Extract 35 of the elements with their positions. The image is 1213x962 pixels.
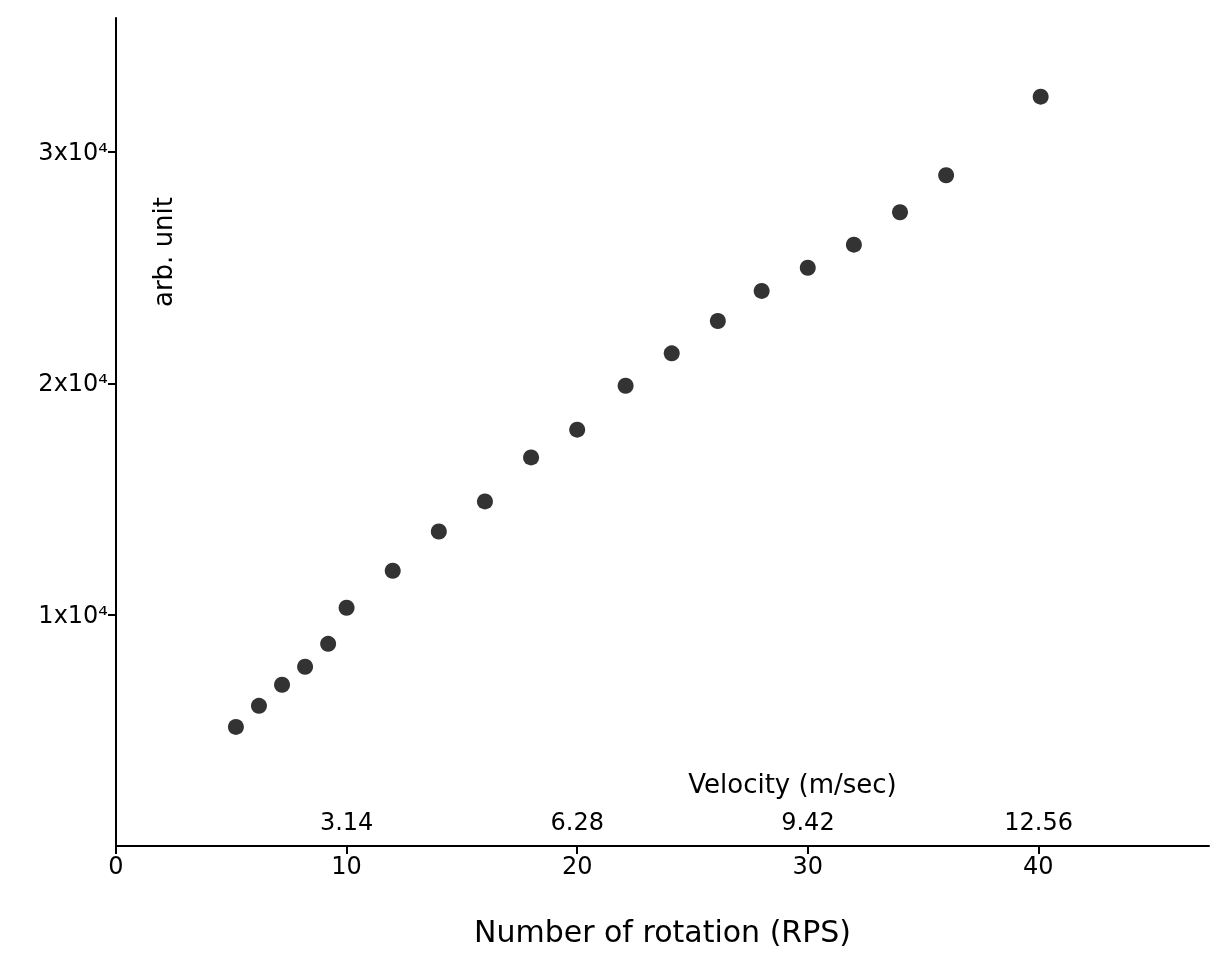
point [523,449,540,466]
point [1032,88,1049,105]
x2-tick-label: 9.42 [781,808,835,836]
point [799,259,816,276]
point [430,523,447,540]
point [753,282,770,299]
point [297,658,314,675]
point [709,312,726,329]
x-axis-title: Number of rotation (RPS) [473,913,852,949]
y-tick-label: 2x10⁴ [38,369,108,398]
point [250,697,267,714]
point [476,493,493,510]
x2-tick-label: 3.14 [319,808,374,836]
point [938,167,955,184]
x2-axis-title: Velocity (m/sec) [688,769,897,799]
point [569,421,586,438]
x-tick-label: 10 [331,852,362,880]
x-tick-label: 30 [792,852,824,880]
point [617,377,634,394]
point [227,718,244,735]
x2-tick-label: 12.56 [1004,808,1073,836]
point [320,635,337,652]
point [384,562,401,579]
y-axis-title: arb. unit [148,196,178,308]
y-tick-label: 3x10⁴ [38,138,108,167]
y-tick-label: 1x10⁴ [38,600,108,629]
point [845,236,862,253]
x2-tick-label: 6.28 [550,808,605,836]
point [338,599,355,616]
point [892,204,909,221]
x-tick-label: 0 [108,852,124,880]
x-tick-label: 20 [561,852,593,880]
point [274,676,291,693]
point [663,345,680,362]
x-tick-label: 40 [1023,852,1054,880]
